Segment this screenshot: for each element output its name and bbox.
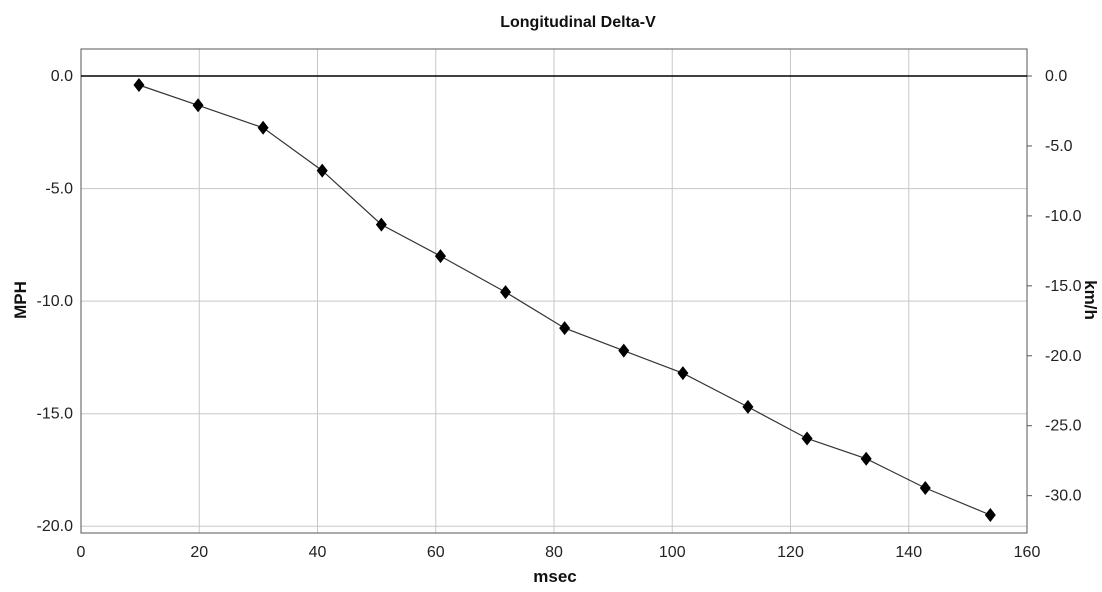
y2-tick-label: -15.0 xyxy=(1045,278,1082,295)
x-tick-label: 80 xyxy=(545,544,563,561)
x-tick-label: 40 xyxy=(309,544,327,561)
y2-tick-label: -10.0 xyxy=(1045,208,1082,225)
data-point xyxy=(192,98,204,113)
x-tick-label: 160 xyxy=(1014,544,1041,561)
x-tick-label: 120 xyxy=(777,544,804,561)
data-point xyxy=(434,249,446,264)
series-layer xyxy=(133,78,996,522)
data-point xyxy=(860,451,872,466)
grid xyxy=(80,49,1028,533)
data-point xyxy=(133,78,145,93)
data-point xyxy=(500,285,512,300)
tick-labels: 0 20 40 60 80 100 120 140 160 0.0 -5.0 -10.0 -15.0 -2… xyxy=(37,68,1082,561)
data-point xyxy=(801,431,813,446)
x-tick-label: 100 xyxy=(659,544,686,561)
x-tick-label: 0 xyxy=(77,544,86,561)
data-point xyxy=(375,217,387,232)
y2-tick-label: -20.0 xyxy=(1045,348,1082,365)
data-point xyxy=(559,321,571,336)
chart-title: Longitudinal Delta-V xyxy=(500,14,656,31)
data-point xyxy=(316,163,328,178)
y-axis-title: MPH xyxy=(11,281,30,319)
y2-tick-label: 0.0 xyxy=(1045,68,1067,85)
data-point xyxy=(618,343,630,358)
y2-tick-label: -5.0 xyxy=(1045,138,1073,155)
x-tick-label: 60 xyxy=(427,544,445,561)
y-tick-label: -5.0 xyxy=(45,181,73,198)
plot-frame xyxy=(80,48,1028,534)
x-tick-label: 20 xyxy=(190,544,208,561)
y2-tick-label: -25.0 xyxy=(1045,418,1082,435)
data-point xyxy=(984,507,996,522)
data-point xyxy=(257,120,269,135)
y-tick-label: 0.0 xyxy=(51,68,73,85)
x-tick-label: 140 xyxy=(895,544,922,561)
x-axis-title: msec xyxy=(533,567,576,586)
y2-tick-label: -30.0 xyxy=(1045,488,1082,505)
data-point xyxy=(677,366,689,381)
data-point xyxy=(919,480,931,495)
series-line xyxy=(138,84,991,516)
y-tick-label: -10.0 xyxy=(37,293,74,310)
y2-axis-title: km/h xyxy=(1081,280,1100,320)
data-point xyxy=(742,399,754,414)
y-tick-label: -15.0 xyxy=(37,406,74,423)
y-tick-label: -20.0 xyxy=(37,518,74,535)
